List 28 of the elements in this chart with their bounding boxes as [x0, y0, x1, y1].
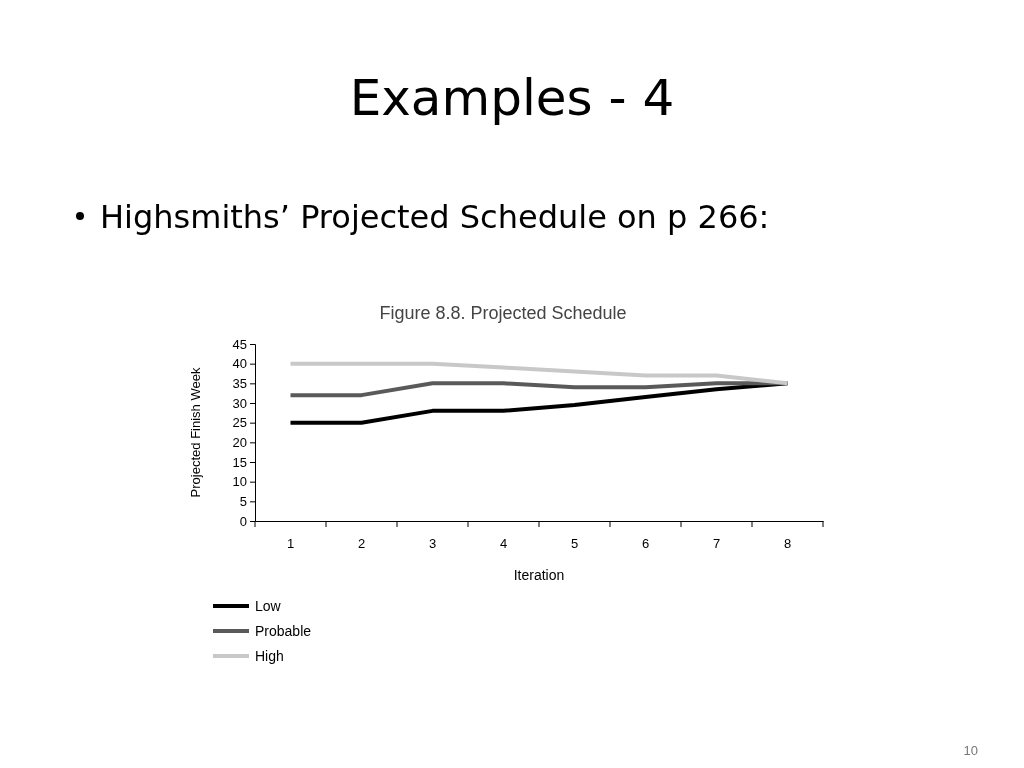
- x-tick-label: 1: [286, 536, 295, 552]
- line-series: [288, 361, 790, 386]
- caption: Figure 8.8. Projected Schedule: [379, 303, 627, 323]
- x-tick-label: 5: [570, 536, 579, 552]
- x-tick-label: 3: [428, 536, 437, 552]
- y-tick-label: 5: [239, 493, 247, 509]
- y-axis-title: Projected Finish Week: [188, 367, 203, 498]
- x-tick-label: 2: [357, 536, 366, 552]
- x-tick-label: 4: [499, 536, 508, 552]
- y-tick-label: 40: [232, 356, 247, 372]
- x-axis-title: Iteration: [513, 567, 565, 583]
- chart-subtitle: Highsmiths’ Projected Schedule on p 266:: [100, 198, 770, 236]
- y-tick-label: 30: [232, 395, 247, 411]
- y-tick-label: 0: [239, 513, 247, 529]
- x-tick-label: 6: [641, 536, 650, 552]
- chart-title: Examples - 4: [349, 69, 675, 127]
- y-tick-label: 25: [232, 415, 247, 431]
- x-tick-label: 8: [783, 536, 792, 552]
- y-tick-label: 15: [232, 454, 247, 470]
- y-tick-label: 10: [232, 474, 247, 490]
- y-tick-label: 45: [232, 336, 247, 352]
- y-tick-label: 20: [232, 434, 247, 450]
- legend-label: Probable: [255, 623, 312, 639]
- legend-label: Low: [255, 598, 282, 614]
- y-tick-label: 35: [232, 375, 247, 391]
- legend-label: High: [255, 648, 284, 664]
- text: 10: [963, 743, 978, 758]
- x-tick-label: 7: [712, 536, 721, 552]
